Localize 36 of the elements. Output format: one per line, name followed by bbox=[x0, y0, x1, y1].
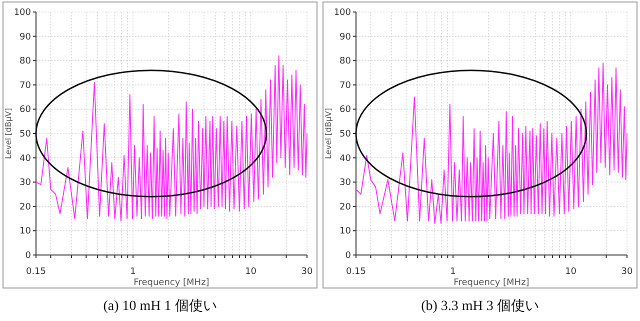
y-tick-label: 100 bbox=[14, 8, 32, 18]
x-tick-label: 0.15 bbox=[26, 267, 46, 277]
y-axis-title: Level [dBµV] bbox=[324, 108, 333, 160]
y-tick-label: 60 bbox=[340, 105, 352, 116]
y-tick-label: 90 bbox=[340, 32, 352, 42]
y-tick-label: 20 bbox=[20, 202, 32, 212]
text: (b) 3.3 mH 3 個使い bbox=[421, 298, 539, 314]
x-tick-label: 30 bbox=[301, 267, 313, 277]
y-tick-label: 10 bbox=[340, 226, 352, 237]
text: (a) 10 mH 1 個使い bbox=[103, 298, 217, 314]
y-tick-label: 40 bbox=[340, 154, 352, 164]
y-tick-label: 70 bbox=[20, 80, 32, 91]
y-axis-title: Level [dBµV] bbox=[4, 108, 13, 160]
y-tick-label: 0 bbox=[345, 251, 352, 261]
x-axis-title: Frequency [MHz] bbox=[454, 278, 530, 288]
x-tick-label: 1 bbox=[450, 267, 456, 277]
y-tick-label: 20 bbox=[340, 202, 352, 212]
y-tick-label: 70 bbox=[340, 80, 352, 91]
y-tick-label: 0 bbox=[25, 251, 32, 261]
y-tick-label: 10 bbox=[20, 226, 32, 237]
y-tick-label: 50 bbox=[20, 130, 32, 140]
y-tick-label: 30 bbox=[340, 178, 352, 188]
y-tick-label: 50 bbox=[340, 130, 352, 140]
y-tick-label: 80 bbox=[20, 56, 32, 67]
y-tick-label: 90 bbox=[20, 32, 32, 42]
x-tick-label: 10 bbox=[245, 267, 257, 277]
y-tick-label: 80 bbox=[340, 56, 352, 67]
x-tick-label: 30 bbox=[621, 267, 633, 277]
x-tick-label: 0.15 bbox=[346, 267, 366, 277]
y-tick-label: 60 bbox=[20, 105, 32, 116]
x-tick-label: 1 bbox=[130, 267, 136, 277]
x-axis-title: Frequency [MHz] bbox=[134, 278, 210, 288]
y-tick-label: 40 bbox=[20, 154, 32, 164]
x-tick-label: 10 bbox=[565, 267, 577, 277]
y-tick-label: 30 bbox=[20, 178, 32, 188]
y-tick-label: 100 bbox=[334, 8, 352, 18]
